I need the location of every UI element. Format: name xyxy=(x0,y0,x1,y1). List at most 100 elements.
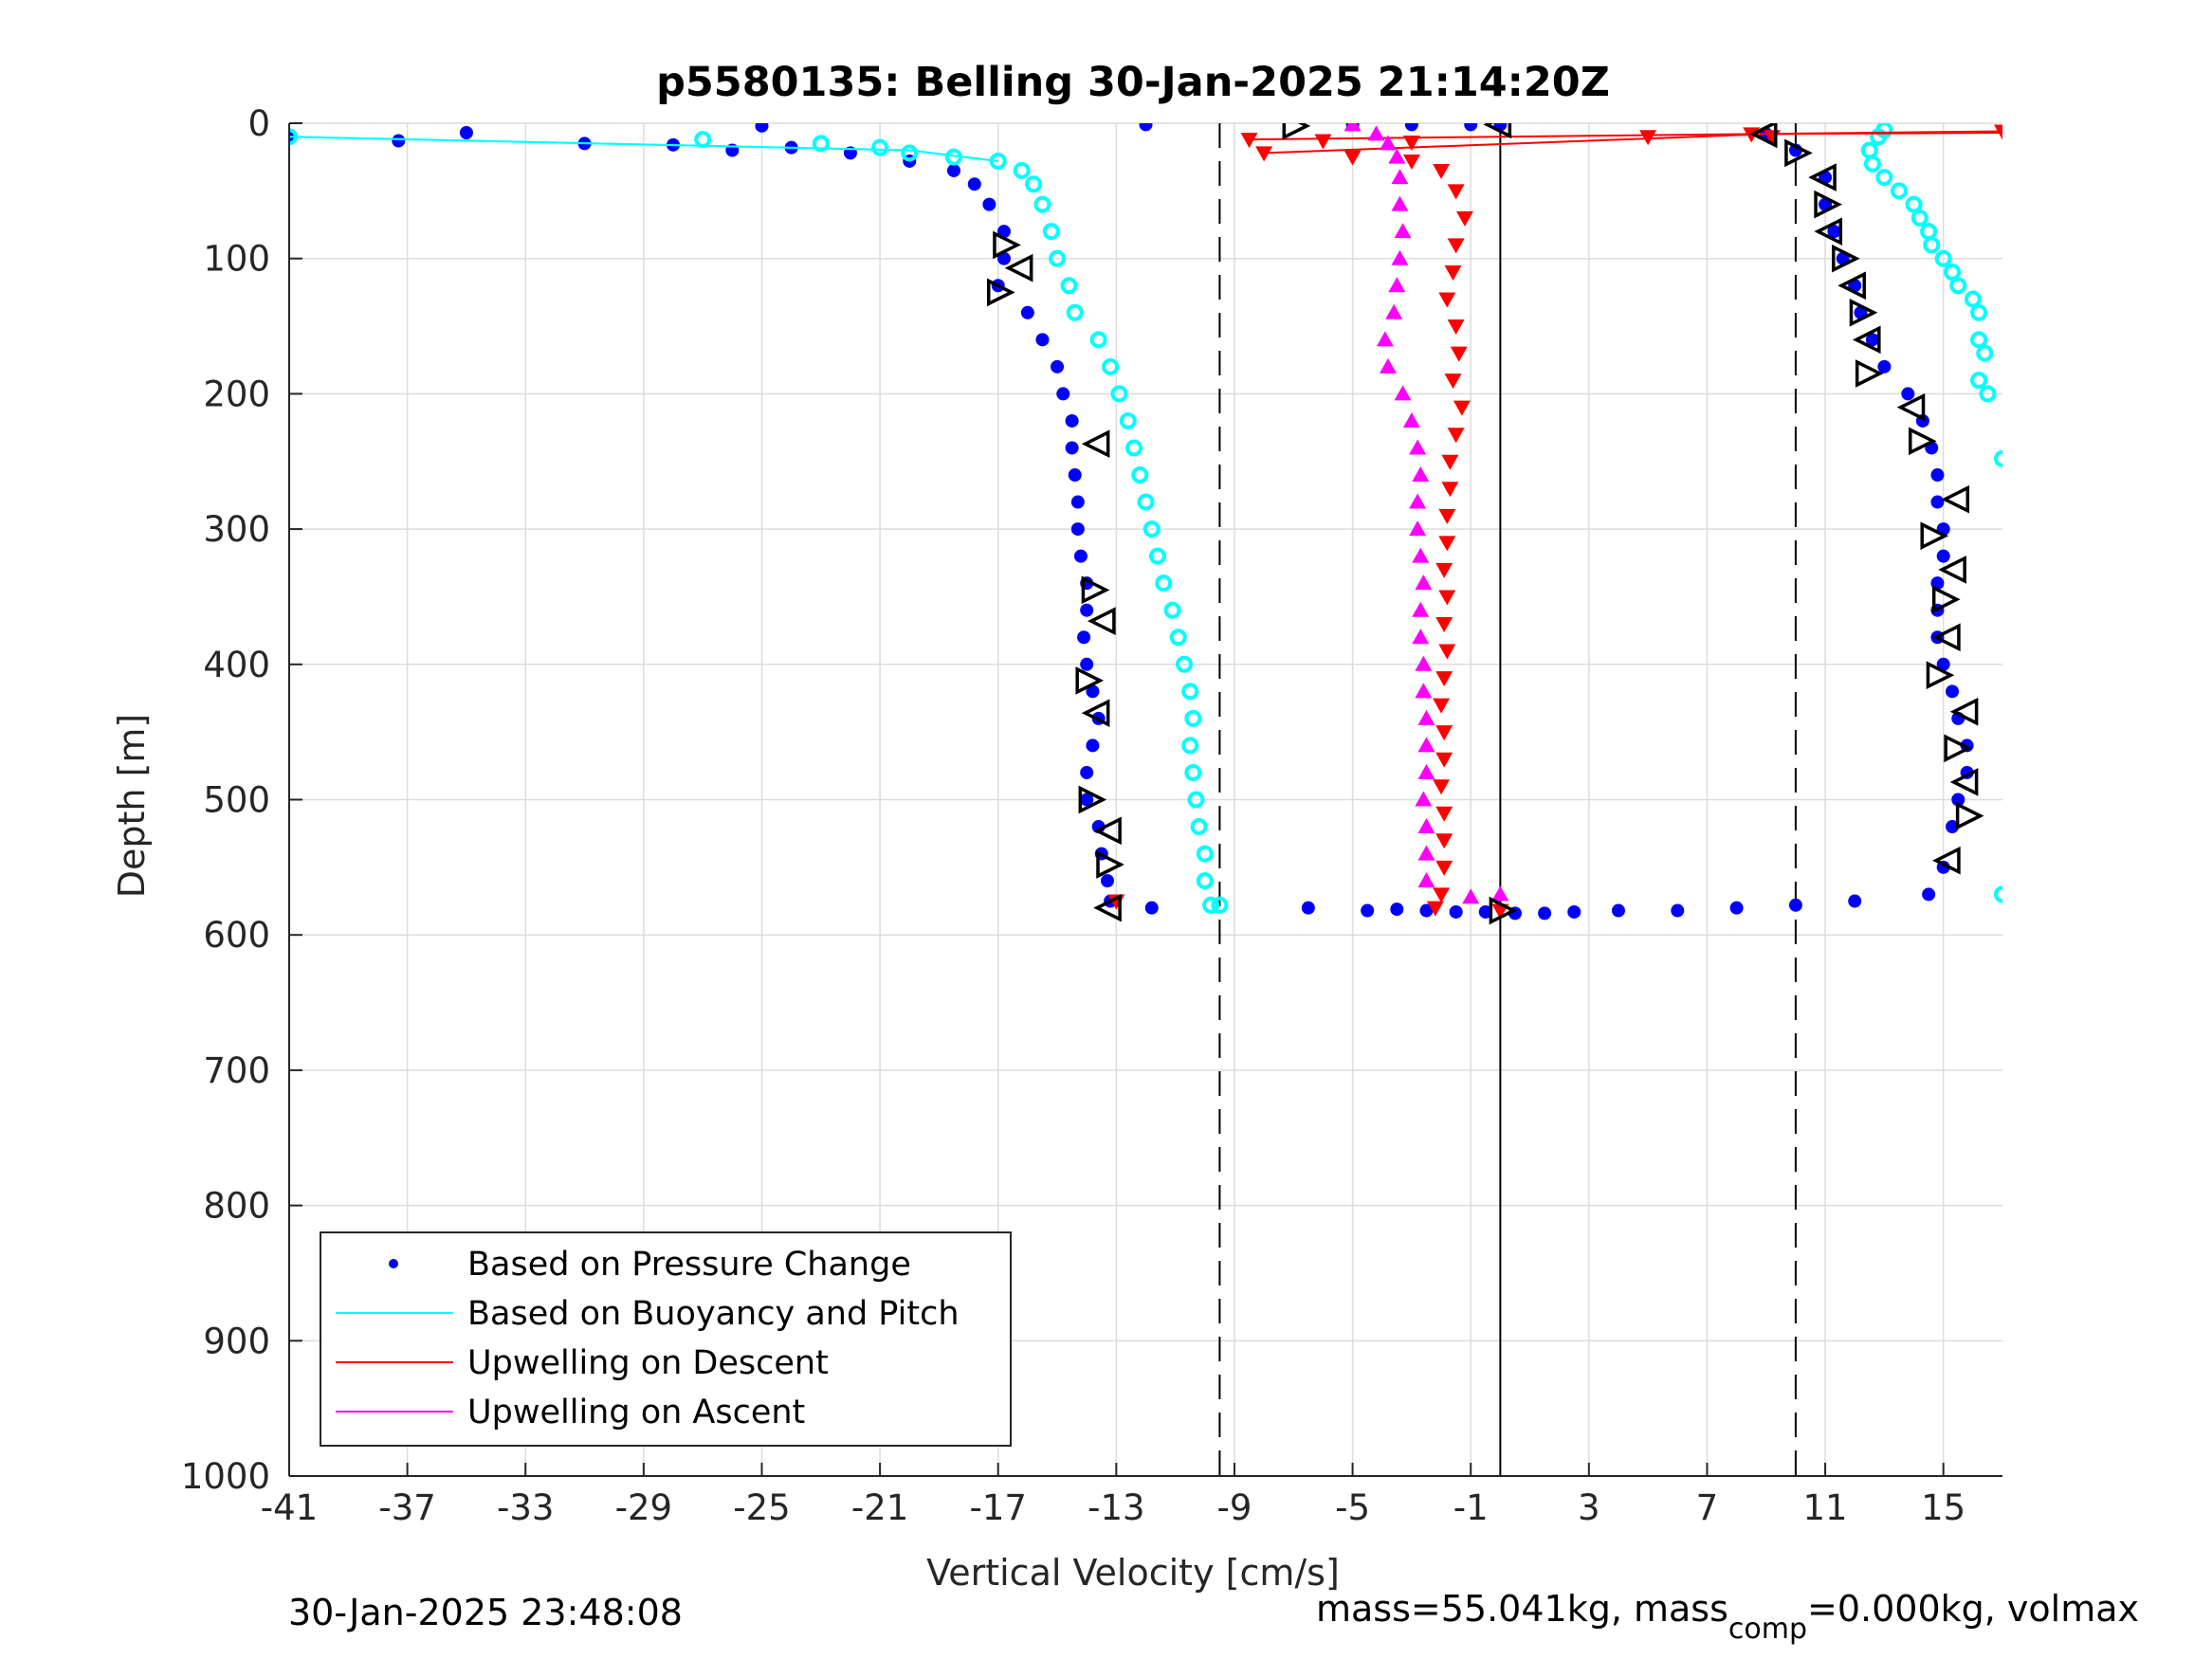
data-point xyxy=(1187,791,1205,809)
y-tick-label: 700 xyxy=(203,1050,270,1091)
data-point xyxy=(1438,292,1456,308)
data-point xyxy=(1930,495,1945,509)
data-point xyxy=(1065,441,1079,455)
data-point xyxy=(1435,752,1453,768)
marker-triangle xyxy=(1855,359,1884,388)
data-point xyxy=(1447,184,1465,200)
data-point xyxy=(1202,896,1220,914)
data-point xyxy=(1119,411,1137,429)
marker-triangle xyxy=(1944,734,1973,763)
data-point xyxy=(1994,885,2002,903)
x-tick-label: -1 xyxy=(1453,1487,1489,1528)
marker-triangle xyxy=(1282,123,1311,140)
data-point xyxy=(1435,725,1453,741)
x-tick-label: 11 xyxy=(1803,1487,1848,1528)
data-point xyxy=(1056,387,1070,401)
marker-triangle xyxy=(1093,816,1122,846)
data-point xyxy=(1402,154,1420,170)
data-point xyxy=(1453,400,1471,416)
data-point xyxy=(1409,493,1427,509)
data-point xyxy=(1144,901,1159,915)
data-point xyxy=(1060,277,1078,295)
series-line xyxy=(1264,131,2002,155)
marker-triangle xyxy=(1093,893,1122,922)
y-tick-label: 400 xyxy=(203,645,270,685)
marker-triangle xyxy=(986,278,1015,307)
legend-box xyxy=(320,1231,1012,1447)
legend-label: Based on Buoyancy and Pitch xyxy=(467,1295,960,1333)
data-point xyxy=(1462,888,1480,904)
marker-triangle xyxy=(1852,325,1881,355)
data-point xyxy=(1394,385,1412,401)
legend-swatch-dot xyxy=(389,1259,398,1268)
data-point xyxy=(1131,466,1149,484)
data-point xyxy=(1930,468,1945,483)
data-point xyxy=(1964,290,1982,308)
data-point xyxy=(1415,683,1433,699)
mass-subscript: comp xyxy=(1728,1613,1807,1646)
data-point xyxy=(1976,344,1994,362)
data-point xyxy=(1344,150,1362,166)
data-point xyxy=(1934,249,1952,267)
marker-triangle xyxy=(1808,163,1837,191)
data-point xyxy=(1419,903,1434,918)
data-point xyxy=(1051,359,1065,374)
data-point xyxy=(1441,482,1459,498)
data-point xyxy=(1444,374,1462,390)
data-point xyxy=(1412,629,1430,645)
data-point xyxy=(1020,305,1034,319)
data-point xyxy=(1184,709,1202,727)
data-point xyxy=(1379,357,1397,374)
data-point xyxy=(1447,238,1465,254)
data-point xyxy=(1412,547,1430,563)
series-3 xyxy=(289,123,2002,914)
data-point xyxy=(1125,439,1143,457)
data-point xyxy=(1671,903,1685,918)
data-point xyxy=(1415,655,1433,671)
marker-triangle xyxy=(1096,850,1124,879)
legend: Based on Pressure Change Based on Buoyanc… xyxy=(320,1231,1012,1447)
data-point xyxy=(1367,125,1385,141)
data-point xyxy=(1848,894,1862,908)
data-point xyxy=(1409,439,1427,455)
marker-triangle xyxy=(1949,768,1979,796)
x-tick-label: -17 xyxy=(970,1487,1027,1528)
data-point xyxy=(1080,793,1094,807)
data-point xyxy=(1979,385,1997,403)
data-point xyxy=(1905,195,1923,213)
data-point xyxy=(1438,508,1456,524)
data-point xyxy=(1073,549,1088,563)
data-point xyxy=(1970,331,1988,349)
series-6 xyxy=(986,123,1984,925)
data-point xyxy=(1190,818,1208,836)
data-point xyxy=(1155,574,1173,592)
marker-triangle xyxy=(1832,244,1860,273)
data-point xyxy=(1176,655,1194,673)
data-point xyxy=(1729,901,1744,915)
x-tick-label: -21 xyxy=(851,1487,908,1528)
data-point xyxy=(1435,806,1453,822)
data-point xyxy=(1478,904,1492,919)
x-tick-label: 15 xyxy=(1921,1487,1965,1528)
data-point xyxy=(1385,303,1403,319)
data-point xyxy=(1415,791,1433,807)
data-point xyxy=(1415,574,1433,591)
data-point xyxy=(1994,449,2002,467)
data-point xyxy=(1025,175,1043,193)
data-point xyxy=(1449,904,1463,919)
series-5 xyxy=(1344,123,1509,904)
y-tick-label: 900 xyxy=(203,1321,270,1361)
x-axis-label: Vertical Velocity [cm/s] xyxy=(926,1552,1340,1594)
data-point xyxy=(1388,148,1406,164)
data-point xyxy=(1080,765,1094,779)
marker-triangle xyxy=(1078,785,1107,814)
marker-triangle xyxy=(1081,429,1110,459)
mass-prefix: mass=55.041kg, mass xyxy=(1316,1588,1728,1630)
data-point xyxy=(1388,277,1406,293)
chart-title: p5580135: Belling 30-Jan-2025 21:14:20Z xyxy=(656,59,1610,106)
data-point xyxy=(982,197,996,211)
data-point xyxy=(1066,303,1084,321)
data-point xyxy=(1086,684,1100,699)
data-point xyxy=(1433,779,1451,795)
data-point xyxy=(996,225,1011,239)
